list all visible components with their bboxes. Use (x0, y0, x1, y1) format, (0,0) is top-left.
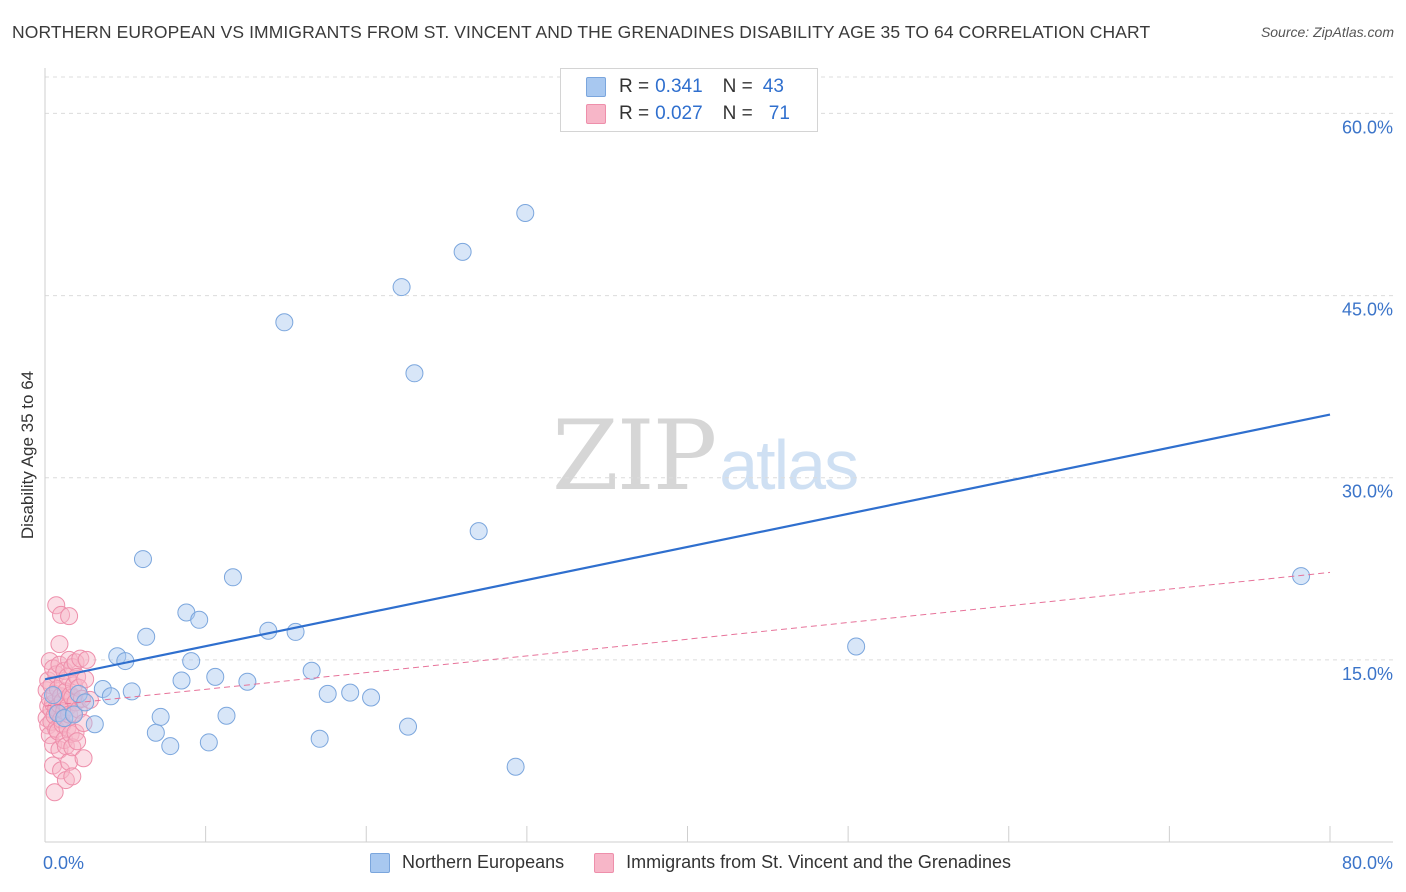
x-tick-label: 0.0% (43, 853, 84, 873)
legend-r-label: R = (619, 103, 650, 124)
data-point-northern-europeans[interactable] (44, 686, 63, 705)
data-point-northern-europeans[interactable] (516, 204, 535, 222)
data-point-northern-europeans[interactable] (146, 723, 165, 742)
legend-swatch-blue (586, 77, 606, 97)
data-point-northern-europeans[interactable] (137, 627, 156, 646)
x-tick-label: 80.0% (1342, 853, 1393, 873)
legend-row-immigrants: R = 0.027 N = 71 (586, 101, 790, 127)
source-credit: Source: ZipAtlas.com (1260, 24, 1394, 40)
data-point-northern-europeans[interactable] (238, 672, 257, 691)
data-point-immigrants[interactable] (63, 738, 82, 757)
data-point-northern-europeans[interactable] (1292, 567, 1311, 586)
data-point-immigrants[interactable] (66, 653, 85, 672)
data-point-northern-europeans[interactable] (362, 688, 381, 707)
watermark-zip: ZIP (552, 400, 717, 512)
data-point-northern-europeans[interactable] (453, 242, 472, 261)
data-point-northern-europeans[interactable] (199, 733, 218, 752)
data-point-northern-europeans[interactable] (172, 671, 191, 690)
data-point-northern-europeans[interactable] (122, 682, 141, 701)
y-tick-label: 60.0% (1342, 117, 1393, 137)
legend-swatch-blue (370, 852, 390, 873)
data-point-northern-europeans[interactable] (85, 715, 104, 734)
data-point-northern-europeans[interactable] (341, 683, 360, 702)
data-point-northern-europeans[interactable] (405, 364, 424, 383)
data-point-northern-europeans[interactable] (223, 568, 242, 587)
data-point-immigrants[interactable] (50, 635, 69, 654)
data-point-northern-europeans[interactable] (206, 667, 225, 686)
data-point-northern-europeans[interactable] (217, 706, 236, 725)
y-axis-label: Disability Age 35 to 64 (18, 370, 37, 540)
data-point-northern-europeans[interactable] (847, 637, 866, 656)
legend-r-value: 0.341 (655, 76, 703, 97)
trend-lines (44, 413, 1331, 707)
axes (44, 68, 1393, 843)
legend-item-immigrants[interactable]: Immigrants from St. Vincent and the Gren… (594, 852, 1011, 873)
data-point-northern-europeans[interactable] (161, 737, 180, 756)
data-point-immigrants[interactable] (45, 783, 64, 802)
y-tick-label: 45.0% (1342, 300, 1393, 320)
data-point-immigrants[interactable] (68, 732, 87, 751)
legend-n-value: 43 (762, 76, 784, 97)
trend-line-immigrants (44, 571, 1331, 707)
grid-lines (45, 76, 1393, 661)
data-point-northern-europeans[interactable] (310, 729, 329, 748)
data-point-northern-europeans[interactable] (151, 707, 170, 726)
legend-n-label: N = (722, 76, 753, 97)
y-tick-label: 15.0% (1342, 664, 1393, 684)
correlation-legend: R = 0.341 N = 43 R = 0.027 N = 71 (560, 68, 818, 132)
data-point-immigrants[interactable] (63, 767, 82, 786)
data-point-northern-europeans[interactable] (302, 661, 321, 680)
data-point-northern-europeans[interactable] (506, 757, 525, 776)
data-point-immigrants[interactable] (77, 650, 96, 669)
chart-title: NORTHERN EUROPEAN VS IMMIGRANTS FROM ST.… (12, 22, 1151, 42)
data-point-immigrants[interactable] (74, 749, 93, 768)
data-point-northern-europeans[interactable] (190, 610, 209, 629)
data-point-immigrants[interactable] (60, 752, 79, 771)
data-point-northern-europeans[interactable] (259, 621, 278, 640)
data-point-northern-europeans[interactable] (392, 278, 411, 297)
legend-n-label: N = (722, 103, 753, 124)
data-point-northern-europeans[interactable] (55, 709, 74, 728)
legend-item-northern-europeans[interactable]: Northern Europeans (370, 852, 564, 873)
trend-line-northern-europeans (44, 413, 1331, 681)
data-point-immigrants[interactable] (47, 596, 66, 615)
watermark: ZIPatlas (552, 400, 859, 512)
legend-label: Northern Europeans (402, 852, 565, 872)
y-tick-label: 30.0% (1342, 482, 1393, 502)
data-point-northern-europeans[interactable] (469, 522, 488, 541)
data-point-northern-europeans[interactable] (318, 684, 337, 703)
legend-n-value: 71 (768, 103, 790, 124)
legend-row-northern-europeans: R = 0.341 N = 43 (586, 74, 784, 100)
legend-swatch-pink (594, 852, 615, 873)
watermark-atlas: atlas (719, 426, 859, 504)
legend-r-value: 0.027 (655, 103, 703, 124)
data-point-northern-europeans[interactable] (182, 652, 201, 671)
data-point-immigrants[interactable] (60, 607, 79, 626)
data-point-northern-europeans[interactable] (133, 550, 152, 569)
legend-r-label: R = (619, 76, 650, 97)
data-point-immigrants[interactable] (56, 737, 75, 756)
legend-swatch-pink (586, 104, 606, 124)
legend-label: Immigrants from St. Vincent and the Gren… (626, 852, 1011, 872)
data-point-northern-europeans[interactable] (64, 705, 83, 724)
series-legend: Northern Europeans Immigrants from St. V… (370, 852, 1041, 873)
data-point-northern-europeans[interactable] (275, 313, 294, 332)
data-point-immigrants[interactable] (71, 649, 90, 668)
series-northern-europeans (44, 204, 1311, 776)
data-point-immigrants[interactable] (80, 690, 99, 709)
tick-labels: 15.0% 30.0% 45.0% 60.0% 0.0% 80.0% (43, 117, 1393, 873)
data-point-northern-europeans[interactable] (101, 687, 120, 706)
data-point-northern-europeans[interactable] (399, 717, 418, 736)
